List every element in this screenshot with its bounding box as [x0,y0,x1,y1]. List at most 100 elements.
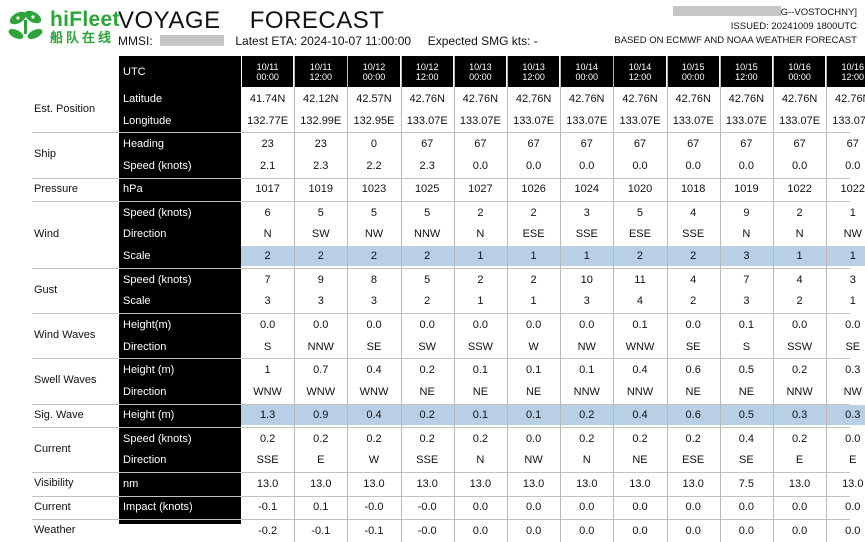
group-label: Swell Waves [34,374,97,387]
row-label: Speed (knots) [123,432,192,445]
data-cell: 7.5 [738,477,755,490]
data-cell: 42.76N [569,92,605,105]
row-label: Speed (knots) [123,206,192,219]
mmsi-label: MMSI: [118,34,153,48]
data-cell: NNW [786,385,813,398]
data-cell: 42.12N [303,92,339,105]
data-cell: 0.1 [472,364,489,377]
data-cell: 2 [370,250,378,263]
data-cell: -0.0 [417,524,437,537]
data-cell: 0.2 [791,432,808,445]
data-cell: 1 [477,250,484,263]
data-cell: E [795,454,804,467]
data-cell: 1 [530,295,537,308]
hifleet-logo: hiFleet 船队在线 [6,6,119,45]
data-cell: NNW [414,228,441,241]
data-cell: 133.07E [832,114,865,127]
forecast-table: UTC 10/11 00:00 10/11 12:00 10/12 00:00 10/12 1… [32,56,865,542]
data-cell: 2 [530,206,537,219]
data-cell: 3 [370,295,378,308]
data-cell: 3 [583,295,590,308]
data-cell: 13.0 [576,477,598,490]
data-cell: 7 [743,273,750,286]
utc-date: 10/12 [415,61,439,72]
data-cell: S [263,340,272,353]
data-cell: 0.9 [313,409,329,422]
data-cell: 3 [743,295,750,308]
data-cell: 0.0 [738,159,755,172]
data-cell: 2 [690,250,697,263]
data-cell: 0.4 [632,364,648,377]
data-cell: 42.76N [728,92,765,105]
data-cell: W [528,340,539,353]
data-cell: 13.0 [522,477,545,490]
utc-time: 00:00 [256,71,279,82]
utc-time: 00:00 [681,71,705,82]
data-cell: SW [311,228,330,241]
vessel-name: G--VOSTOCHNY] [672,6,857,19]
data-cell: 0.0 [791,501,808,514]
data-cell: 2 [477,273,484,286]
group-label: Sig. Wave [34,408,84,421]
data-cell: NE [419,385,435,398]
brand-chinese: 船队在线 [50,30,115,45]
data-cell: ESE [682,454,705,467]
data-cell: 0.0 [366,318,382,331]
group-label: Wind [34,227,60,240]
data-cell: SE [739,454,754,467]
data-cell: -0.0 [417,501,437,514]
data-cell: 2 [690,295,697,308]
data-cell: 67 [580,138,593,151]
data-cell: N [582,454,591,467]
data-cell: ESE [628,228,651,241]
group-label: Gust [34,284,58,297]
row-label: Longitude [123,114,172,127]
data-cell: 13.0 [416,477,438,490]
vessel-name-redacted [672,6,781,16]
column-divider [347,56,349,542]
data-cell: 67 [474,138,487,151]
group-label: Pressure [34,182,79,195]
data-cell: SSE [575,228,598,241]
data-cell: 0.2 [419,409,435,422]
sprout-logo-icon [8,10,43,39]
data-cell: SSE [256,454,279,467]
row-label: Direction [123,228,167,241]
data-cell: 133.07E [513,114,555,127]
utc-column-header: 10/16 00:00 [773,56,826,87]
data-cell: 0.0 [579,501,595,514]
data-cell: 0.0 [632,159,648,172]
data-cell: 0.1 [738,318,755,331]
data-cell: 133.07E [672,114,714,127]
page-title: VOYAGE FORECAST [118,7,385,34]
data-cell: WNW [359,385,389,398]
data-cell: 2 [796,295,803,308]
highlight-band [241,246,865,267]
data-cell: 42.76N [462,92,499,105]
data-cell: NNW [626,385,654,398]
data-cell: 0.2 [259,432,276,445]
utc-time: 12:00 [841,71,865,82]
row-label: Heading [123,138,164,151]
utc-time: 00:00 [362,71,386,82]
data-cell: 0.0 [472,501,489,514]
column-divider [507,56,508,542]
data-cell: 1.3 [259,409,276,422]
utc-time: 00:00 [469,71,492,82]
utc-time: 12:00 [735,71,758,82]
data-cell: 13.0 [256,477,279,490]
data-cell: NNW [307,340,334,353]
utc-column-header: 10/12 12:00 [401,56,453,87]
data-cell: 67 [421,138,434,151]
data-cell: 13.0 [842,477,864,490]
expected-smg: Expected SMG kts: - [427,34,538,48]
data-cell: 0.1 [525,409,542,422]
data-cell: 42.57N [356,92,392,105]
data-cell: 133.07E [459,114,501,127]
row-label: Direction [123,385,167,398]
data-cell: 0.0 [579,524,595,537]
row-label: Direction [123,454,167,467]
group-label: Wind Waves [34,329,96,342]
data-cell: 67 [527,138,540,151]
data-cell: 0.0 [738,501,755,514]
